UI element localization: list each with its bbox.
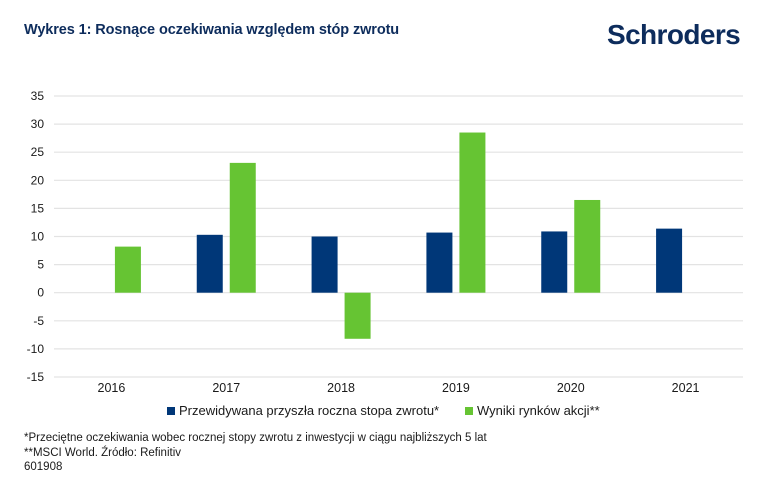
y-tick-label: -5	[33, 314, 44, 328]
bar-market-result	[574, 199, 601, 293]
y-tick-label: -10	[27, 342, 45, 356]
x-axis-ticks: 2016 2017 2018 2019 2020 2021	[98, 381, 700, 395]
legend-label: Przewidywana przyszła roczna stopa zwrot…	[179, 403, 440, 418]
legend-swatch-green	[465, 406, 473, 415]
legend-item-expected-return: Przewidywana przyszła roczna stopa zwrot…	[167, 403, 439, 418]
x-tick-label: 2017	[212, 381, 240, 395]
legend-item-market-results: Wyniki rynków akcji**	[465, 403, 600, 418]
bar-expected-return	[196, 234, 223, 293]
footnote-1: *Przeciętne oczekiwania wobec rocznej st…	[24, 432, 487, 444]
bar-expected-return	[541, 231, 568, 293]
footnote-code: 601908	[24, 461, 63, 473]
bars	[114, 132, 683, 339]
bar-expected-return	[426, 232, 453, 293]
bar-market-result	[229, 162, 256, 293]
bar-market-result	[459, 132, 486, 293]
y-tick-label: -15	[27, 370, 45, 384]
y-tick-label: 15	[31, 201, 45, 215]
chart-title: Wykres 1: Rosnące oczekiwania względem s…	[24, 22, 400, 38]
y-tick-label: 30	[31, 117, 45, 131]
footnotes: *Przeciętne oczekiwania wobec rocznej st…	[24, 431, 487, 475]
y-axis-ticks: 35 30 25 20 15 10 5 0 -5 -10 -15	[27, 89, 45, 384]
x-tick-label: 2018	[327, 381, 355, 395]
x-tick-label: 2019	[442, 381, 470, 395]
y-tick-label: 0	[37, 286, 44, 300]
bar-expected-return	[656, 228, 683, 293]
footnote-2: **MSCI World. Źródło: Refinitiv	[24, 446, 181, 459]
y-tick-label: 35	[31, 89, 45, 103]
brand-logo: Schroders	[607, 19, 741, 50]
y-tick-label: 10	[31, 230, 45, 244]
x-tick-label: 2016	[98, 381, 126, 395]
y-tick-label: 20	[31, 173, 45, 187]
legend-swatch-blue	[167, 406, 175, 415]
bar-market-result	[114, 246, 141, 293]
gridlines	[54, 95, 743, 378]
legend-label: Wyniki rynków akcji**	[477, 403, 600, 418]
bar-market-result	[344, 292, 371, 339]
bar-expected-return	[311, 236, 338, 293]
x-tick-label: 2021	[672, 381, 700, 395]
x-tick-label: 2020	[557, 381, 585, 395]
y-tick-label: 25	[31, 145, 45, 159]
y-tick-label: 5	[37, 258, 44, 272]
